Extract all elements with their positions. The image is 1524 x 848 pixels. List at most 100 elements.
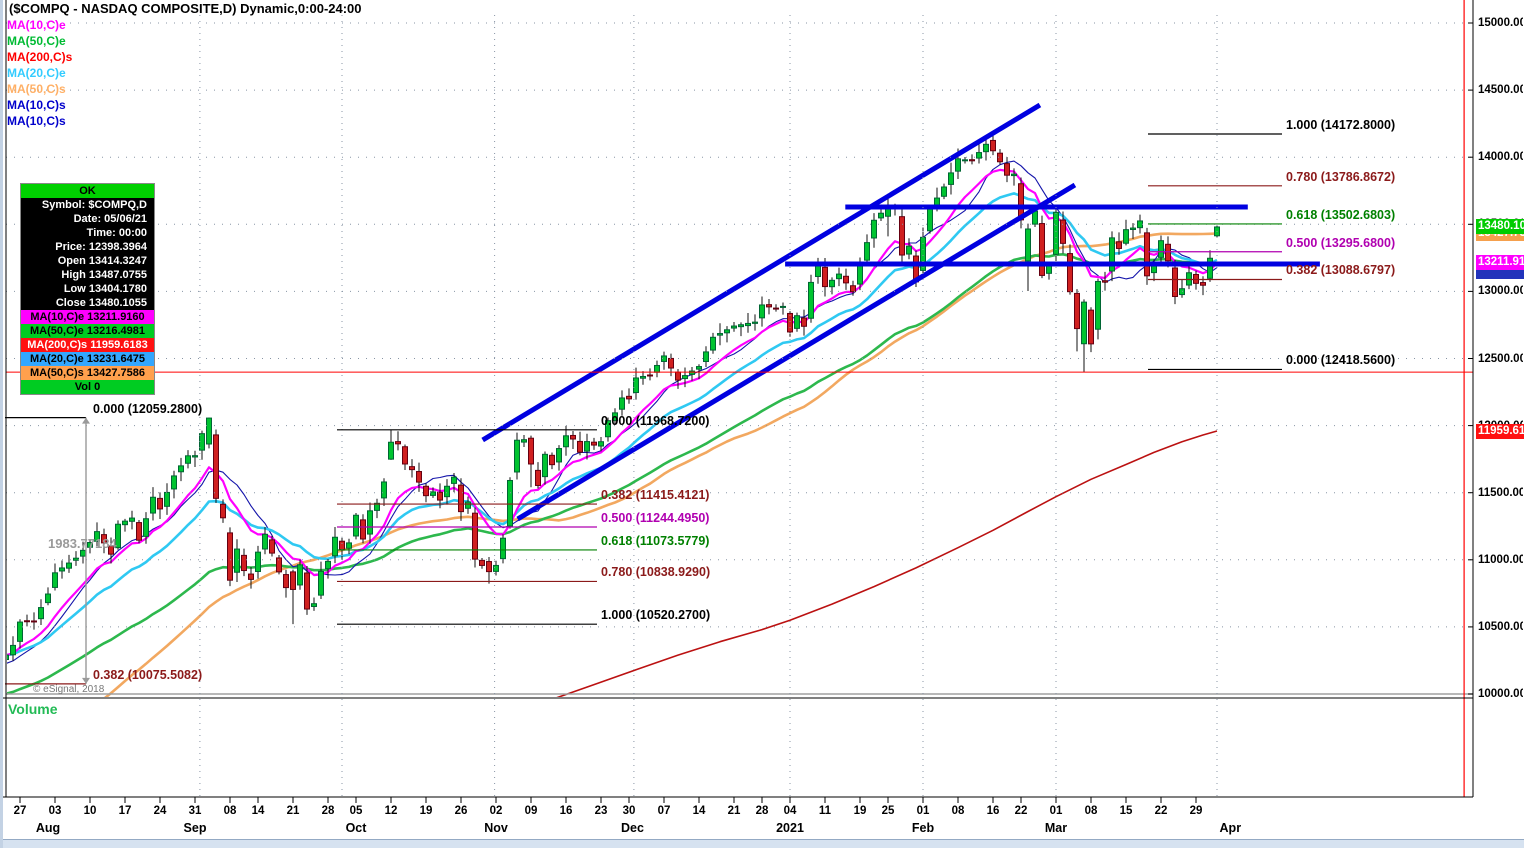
price-badge: 11959.61 <box>1476 423 1524 439</box>
x-axis-label: 15 <box>1119 805 1133 817</box>
y-axis-label: 10000.00 <box>1478 688 1523 700</box>
x-axis-month-label: 2021 <box>776 821 804 835</box>
legend-ma-3: MA(200,C)s <box>7 50 73 64</box>
x-axis-label: 16 <box>559 805 573 817</box>
fib-level-label: 0.618 (11073.5779) <box>601 533 710 548</box>
x-axis-label: 11 <box>818 805 832 817</box>
data-window-row: High 13487.0755 <box>61 269 147 281</box>
x-axis-label: 17 <box>118 805 132 817</box>
x-axis-month-label: Sep <box>183 821 207 835</box>
x-axis-label: 09 <box>524 805 538 817</box>
x-axis-label: 28 <box>321 805 335 817</box>
data-window[interactable]: OK Symbol: $COMPQ,D Date: 05/06/21 Time: 0… <box>20 183 155 395</box>
x-axis-label: 19 <box>853 805 867 817</box>
legend-ma-1: MA(10,C)e <box>7 18 66 32</box>
x-axis-label: 24 <box>153 805 167 817</box>
x-axis-month-label: Feb <box>911 821 935 835</box>
volume-pane-label: Volume <box>8 701 58 717</box>
x-axis-month-label: Apr <box>1219 821 1242 835</box>
legend-ma-2: MA(50,C)e <box>7 34 66 48</box>
x-axis-label: 29 <box>1189 805 1203 817</box>
y-axis-label: 13000.00 <box>1478 285 1523 298</box>
horizontal-scrollbar[interactable] <box>0 839 1524 848</box>
x-axis-label: 05 <box>349 805 363 817</box>
fib-level-label: 0.500 (13295.6800) <box>1286 235 1396 250</box>
ma-line-ma10ce <box>7 168 1218 656</box>
fib-level-label: 0.780 (13786.8672) <box>1286 169 1396 184</box>
x-axis-label: 07 <box>657 805 671 817</box>
fib-level-label: 0.382 (11415.4121) <box>601 488 710 503</box>
trendline-channel-upper[interactable] <box>481 102 1042 443</box>
fib-level-label: 1.000 (14172.8000) <box>1286 118 1396 132</box>
y-axis-label: 12500.00 <box>1478 352 1523 365</box>
x-axis-label: 14 <box>692 805 706 817</box>
x-axis-label: 25 <box>881 805 895 817</box>
copyright-note: © eSignal, 2018 <box>33 684 105 695</box>
x-axis-label: 08 <box>1084 805 1098 817</box>
legend-ma-5: MA(50,C)s <box>7 82 66 96</box>
x-axis-label: 16 <box>986 805 1000 817</box>
y-axis-label: 11000.00 <box>1478 553 1523 566</box>
data-window-ma-row: MA(50,C)e 13216.4981 <box>21 324 154 338</box>
x-axis-label: 31 <box>188 805 202 817</box>
x-axis-label: 19 <box>419 805 433 817</box>
fib-level-label: 0.382 (10075.5082) <box>93 667 203 682</box>
x-axis-label: 28 <box>755 805 769 817</box>
trendline-channel-lower[interactable] <box>516 182 1077 522</box>
x-axis-month-label: Nov <box>484 821 508 835</box>
x-axis-label: 03 <box>48 805 62 817</box>
y-axis-label: 11500.00 <box>1478 486 1523 499</box>
data-window-ma-row: MA(200,C)s 11959.6183 <box>21 338 154 352</box>
x-axis-label: 27 <box>13 805 27 817</box>
fib-level-label: 1.000 (10520.2700) <box>601 608 711 623</box>
data-window-row: Close 13480.1055 <box>55 297 147 309</box>
data-window-ma-row: MA(50,C)s 13427.7586 <box>21 366 154 380</box>
x-axis-label: 08 <box>951 805 965 817</box>
x-axis-label: 21 <box>286 805 300 817</box>
fib-level-label: 0.000 (12418.5600) <box>1286 353 1396 368</box>
y-axis-label: 15000.00 <box>1478 17 1523 29</box>
x-axis-month-label: Mar <box>1044 821 1068 835</box>
price-badge: 13480.10 <box>1476 219 1524 235</box>
fib-level-label: 0.500 (11244.4950) <box>601 510 710 525</box>
price-badge: 13211.91 <box>1476 255 1524 271</box>
x-axis-label: 22 <box>1154 805 1168 817</box>
x-axis-label: 30 <box>622 805 636 817</box>
x-axis-label: 23 <box>594 805 608 817</box>
x-axis-label: 01 <box>916 805 930 817</box>
fib-level-label: 0.382 (13088.6797) <box>1286 263 1396 278</box>
legend-ma-6: MA(10,C)s <box>7 98 66 112</box>
x-axis-label: 01 <box>1049 805 1063 817</box>
x-axis-label: 14 <box>251 805 265 817</box>
data-window-rows: Symbol: $COMPQ,D Date: 05/06/21 Time: 00:0… <box>21 198 154 394</box>
price-pane <box>7 102 1320 697</box>
data-window-ok-button[interactable]: OK <box>21 184 154 198</box>
data-window-row: Symbol: $COMPQ,D <box>41 199 147 211</box>
measurement-value: 1983.77184 <box>48 536 117 551</box>
data-window-vol-row: Vol 0 <box>21 380 154 394</box>
y-axis-label: 14000.00 <box>1478 151 1523 164</box>
window-left-edge <box>0 0 3 848</box>
fib-level-label: 0.780 (10838.9290) <box>601 565 711 580</box>
fib-level-label: 0.000 (11968.7200) <box>601 413 710 428</box>
data-window-row: Date: 05/06/21 <box>73 213 147 225</box>
data-window-row: Price: 12398.3964 <box>55 241 147 253</box>
legend-ma-7: MA(10,C)s <box>7 114 66 128</box>
y-axis-label: 10500.00 <box>1478 620 1523 633</box>
y-axis-label: 14500.00 <box>1478 84 1523 97</box>
fib-level-label: 0.000 (12059.2800) <box>93 401 203 416</box>
fib-level-label: 0.618 (13502.6803) <box>1286 207 1396 222</box>
x-axis-label: 21 <box>727 805 741 817</box>
ma-line-ma200cs <box>556 430 1218 697</box>
legend-ma-4: MA(20,C)e <box>7 66 66 80</box>
candles <box>7 134 1220 661</box>
x-axis-label: 08 <box>223 805 237 817</box>
data-window-row: Low 13404.1780 <box>63 283 147 295</box>
chart-title: ($COMPQ - NASDAQ COMPOSITE,D) Dynamic,0:… <box>9 1 362 16</box>
data-window-ma-row: MA(10,C)e 13211.9160 <box>21 310 154 324</box>
x-axis-label: 12 <box>384 805 398 817</box>
x-axis-month-label: Oct <box>345 821 367 835</box>
x-axis-label: 10 <box>83 805 97 817</box>
